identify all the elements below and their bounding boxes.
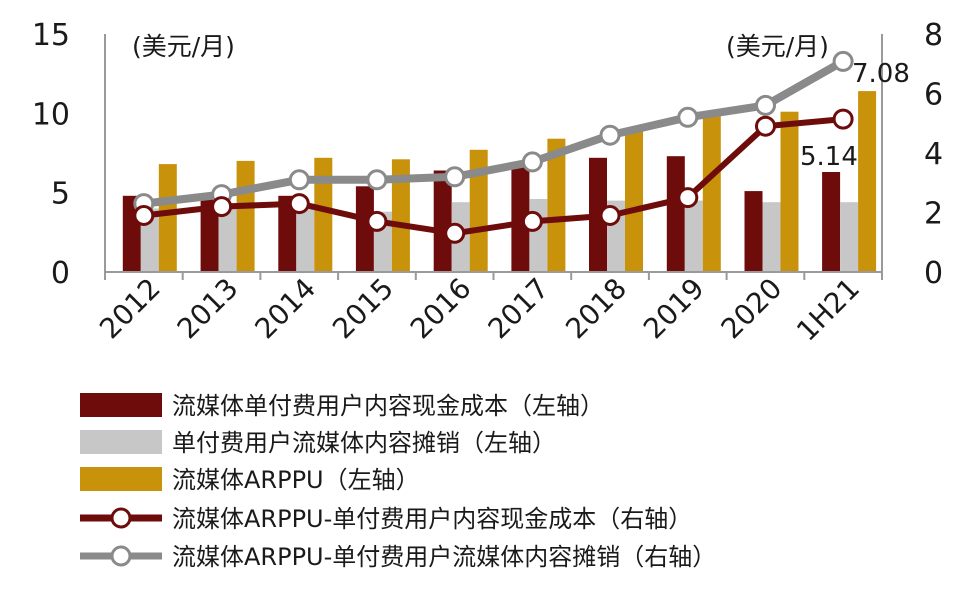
point-s0-2013	[211, 196, 233, 218]
x-label-2014: 2014	[248, 272, 322, 346]
bars-group	[122, 91, 877, 273]
x-label-1H21: 1H21	[790, 272, 866, 348]
bar-s0-2016	[433, 170, 452, 272]
legend-label-2: 流媒体ARPPU（左轴）	[172, 466, 420, 494]
point-s0-2016	[444, 222, 466, 244]
bar-s1-2019	[684, 200, 703, 272]
legend-label-3: 流媒体ARPPU-单付费用户内容现金成本（右轴）	[172, 505, 692, 533]
left-tick-15: 15	[32, 18, 70, 53]
bar-s0-2019	[666, 156, 685, 272]
x-label-2017: 2017	[482, 272, 556, 346]
point-s1-2014	[288, 169, 310, 191]
point-s0-2018	[599, 205, 621, 226]
left-tick-10: 10	[32, 97, 70, 132]
annotation-5.14: 5.14	[800, 142, 858, 172]
point-s1-2017	[521, 151, 543, 173]
bar-s0-2015	[355, 186, 374, 272]
bar-s1-1H21	[840, 202, 859, 272]
legend-label-0: 流媒体单付费用户内容现金成本（左轴）	[172, 392, 604, 420]
point-s1-2016	[444, 166, 466, 188]
left-tick-0: 0	[51, 256, 70, 291]
annotation-7.08: 7.08	[852, 59, 910, 89]
point-s1-2019	[677, 106, 699, 128]
point-s1-2020	[755, 94, 776, 116]
bar-s2-2018	[625, 129, 643, 272]
bar-s0-1H21	[822, 172, 841, 272]
x-label-2012: 2012	[93, 272, 167, 346]
x-label-2015: 2015	[326, 272, 400, 346]
left-axis-unit: (美元/月)	[132, 32, 235, 61]
point-s1-1H21	[832, 50, 854, 72]
bar-s2-1H21	[858, 91, 877, 272]
x-label-2013: 2013	[171, 272, 245, 346]
bar-s2-2015	[391, 159, 410, 272]
point-s0-2020	[755, 115, 776, 137]
right-tick-2: 2	[924, 197, 943, 232]
line-series-0	[143, 116, 844, 237]
x-label-2020: 2020	[715, 272, 789, 346]
point-s1-2015	[366, 169, 388, 191]
bar-s1-2014	[296, 203, 315, 272]
bar-s2-2019	[702, 114, 721, 273]
legend-marker-4	[110, 545, 132, 567]
point-s0-2014	[288, 193, 310, 215]
bar-s1-2017	[529, 199, 548, 272]
bar-s0-2014	[278, 195, 297, 272]
legend-swatch-1	[80, 430, 162, 454]
point-s0-2017	[521, 210, 543, 232]
bar-s0-2020	[744, 191, 763, 272]
lines-group	[133, 50, 854, 244]
line-series-1	[143, 57, 846, 208]
right-tick-4: 4	[924, 137, 943, 172]
right-tick-6: 6	[924, 78, 943, 113]
point-s0-2015	[366, 210, 388, 232]
legend-label-1: 单付费用户流媒体内容摊销（左轴）	[172, 429, 556, 457]
right-axis-unit: (美元/月)	[726, 32, 829, 61]
legend-swatch-0	[80, 393, 162, 417]
x-label-2019: 2019	[637, 272, 711, 346]
x-label-2018: 2018	[559, 272, 633, 346]
right-tick-8: 8	[924, 18, 943, 53]
bar-s2-2016	[469, 149, 488, 272]
bar-s1-2013	[218, 208, 237, 272]
legend-marker-3	[110, 507, 132, 529]
bar-s2-2017	[547, 138, 566, 272]
legend-swatch-2	[80, 467, 162, 491]
point-s0-2012	[133, 205, 155, 226]
x-label-2016: 2016	[404, 272, 478, 346]
right-tick-0: 0	[924, 256, 943, 291]
bar-s2-2012	[158, 164, 177, 272]
bar-s0-2013	[200, 199, 219, 272]
legend: 流媒体单付费用户内容现金成本（左轴） 单付费用户流媒体内容摊销（左轴） 流媒体ARP…	[80, 392, 716, 571]
bar-s2-2020	[780, 111, 799, 272]
bar-s1-2020	[762, 202, 781, 272]
point-s1-2018	[599, 124, 621, 146]
left-tick-5: 5	[51, 177, 70, 212]
bar-s2-2013	[236, 160, 255, 272]
point-s0-2019	[677, 187, 699, 209]
point-s0-1H21	[832, 108, 854, 130]
legend-label-4: 流媒体ARPPU-单付费用户流媒体内容摊销（右轴）	[172, 543, 716, 571]
bar-s2-2014	[314, 157, 333, 272]
bar-s0-2017	[511, 167, 530, 272]
